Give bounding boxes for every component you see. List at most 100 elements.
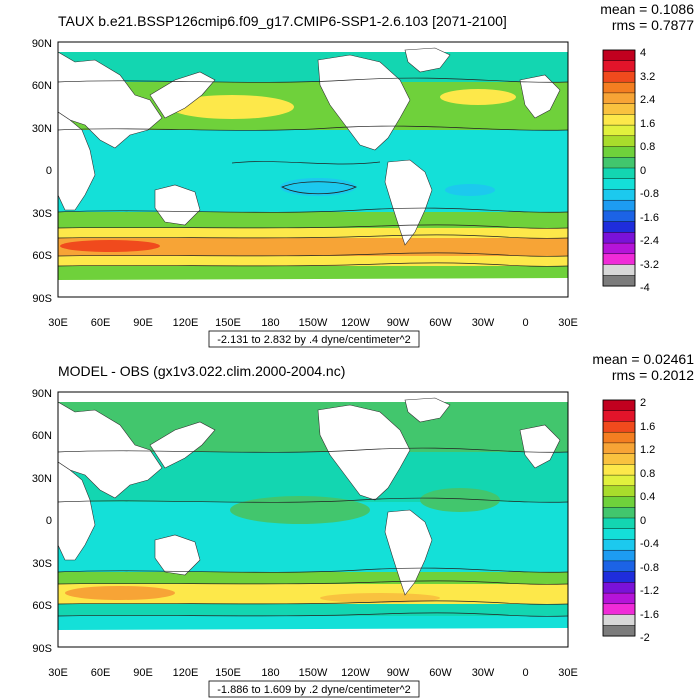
lon-label: 150E bbox=[215, 317, 241, 329]
colorbar-swatch bbox=[602, 539, 636, 551]
colorbar-swatch bbox=[602, 431, 636, 444]
latitude-axis: 90N 60N 30N 0 30S 60S 90S bbox=[32, 388, 52, 655]
ocean-band-southern-ocean bbox=[58, 584, 568, 604]
colorbar-swatch bbox=[602, 464, 636, 476]
map-panel-top: TAUX b.e21.BSSP126cmip6.f09_g17.CMIP6-SS… bbox=[32, 1, 694, 348]
colorbar-label: 2 bbox=[640, 397, 646, 409]
lat-label: 60N bbox=[32, 430, 52, 442]
colorbar-swatch bbox=[602, 146, 636, 158]
colorbar-label: -0.8 bbox=[640, 562, 659, 574]
colorbar-swatch bbox=[602, 92, 636, 105]
lat-label: 90S bbox=[32, 643, 52, 655]
land-masses bbox=[58, 42, 568, 297]
colorbar-label: -1.2 bbox=[640, 585, 659, 597]
lon-label: 60E bbox=[91, 317, 111, 329]
colorbar-swatch bbox=[602, 614, 636, 626]
colorbar-label: -0.4 bbox=[640, 538, 659, 550]
colorbar-swatch bbox=[602, 453, 636, 465]
ocean-band-south-westerlies bbox=[58, 238, 568, 256]
map-field bbox=[58, 42, 568, 297]
colorbar-swatch bbox=[602, 496, 636, 508]
colorbar-swatch bbox=[602, 253, 636, 266]
colorbar-labels: 4 3.2 2.4 1.6 0.8 0 -0.8 -1.6 -2.4 -3.2 … bbox=[640, 47, 659, 294]
colorbar-swatch bbox=[602, 264, 636, 276]
colorbar-swatch bbox=[602, 399, 636, 412]
land-masses bbox=[58, 392, 568, 647]
colorbar-label: 0.4 bbox=[640, 491, 655, 503]
colorbar-label: 0.8 bbox=[640, 468, 655, 480]
north-pacific-maximum bbox=[170, 95, 294, 119]
colorbar-label: -2.4 bbox=[640, 235, 659, 247]
north-atlantic-maximum bbox=[440, 89, 516, 105]
lat-label: 60S bbox=[32, 600, 52, 612]
contour-lines bbox=[58, 77, 568, 267]
lon-label: 60W bbox=[429, 317, 452, 329]
lat-label: 90N bbox=[32, 38, 52, 50]
colorbar-swatch bbox=[602, 442, 636, 455]
panel-title: MODEL - OBS (gx1v3.022.clim.2000-2004.nc… bbox=[58, 363, 345, 379]
colorbar-label: 0 bbox=[640, 165, 646, 177]
lon-label: 120E bbox=[173, 317, 199, 329]
colorbar-swatch bbox=[602, 549, 636, 562]
colorbar-swatch bbox=[602, 592, 636, 605]
colorbar-swatch bbox=[602, 167, 636, 180]
lon-label: 120W bbox=[341, 317, 370, 329]
south-pacific-trades-minimum bbox=[280, 178, 356, 196]
colorbar-swatch bbox=[602, 114, 636, 126]
colorbar-swatch bbox=[602, 517, 636, 530]
colorbar-swatch bbox=[602, 71, 636, 83]
colorbar-label: -4 bbox=[640, 282, 650, 294]
colorbar-label: 2.4 bbox=[640, 94, 655, 106]
colorbar-swatch bbox=[602, 124, 636, 137]
atlantic-positive-bias bbox=[420, 488, 500, 512]
range-text: -2.131 to 2.832 by .4 dyne/centimeter^2 bbox=[217, 334, 411, 346]
colorbar bbox=[602, 49, 636, 287]
colorbar-swatch bbox=[602, 199, 636, 212]
colorbar-label: -1.6 bbox=[640, 212, 659, 224]
mean-text: mean = 0.02461 bbox=[592, 351, 694, 367]
panel-title: TAUX b.e21.BSSP126cmip6.f09_g17.CMIP6-SS… bbox=[58, 13, 507, 29]
colorbar-swatch bbox=[602, 49, 636, 62]
colorbar-swatch bbox=[602, 485, 636, 498]
colorbar-swatch bbox=[602, 178, 636, 190]
lon-label: 30E bbox=[558, 667, 578, 679]
lat-label: 30N bbox=[32, 473, 52, 485]
lat-label: 90N bbox=[32, 388, 52, 400]
colorbar-swatch bbox=[602, 507, 636, 519]
colorbar-swatch bbox=[602, 135, 636, 148]
rms-text: rms = 0.7877 bbox=[612, 17, 694, 33]
contour-lines bbox=[58, 447, 568, 617]
lon-label: 60E bbox=[91, 667, 111, 679]
pacific-positive-bias bbox=[230, 496, 370, 524]
rms-text: rms = 0.2012 bbox=[612, 367, 694, 383]
south-atlantic-trades-minimum bbox=[445, 184, 495, 196]
lon-label: 90W bbox=[387, 667, 410, 679]
colorbar-swatch bbox=[602, 60, 636, 72]
colorbar-label: -2 bbox=[640, 632, 650, 644]
panel-bottom: MODEL - OBS (gx1v3.022.clim.2000-2004.nc… bbox=[0, 350, 700, 700]
colorbar-swatch bbox=[602, 275, 636, 287]
lat-label: 30S bbox=[32, 208, 52, 220]
colorbar-label: -1.6 bbox=[640, 609, 659, 621]
panel-top: TAUX b.e21.BSSP126cmip6.f09_g17.CMIP6-SS… bbox=[32, 1, 694, 348]
lon-label: 90W bbox=[387, 317, 410, 329]
lon-label: 0 bbox=[522, 317, 528, 329]
map-panel-bottom: MODEL - OBS (gx1v3.022.clim.2000-2004.nc… bbox=[32, 351, 694, 698]
map-field bbox=[58, 392, 568, 647]
lon-label: 30E bbox=[48, 317, 68, 329]
lon-label: 180 bbox=[261, 317, 279, 329]
range-box bbox=[208, 330, 420, 348]
lon-label: 0 bbox=[522, 667, 528, 679]
colorbar-swatch bbox=[602, 242, 636, 255]
colorbar-label: 0.8 bbox=[640, 141, 655, 153]
ocean-band-south-outer bbox=[58, 256, 568, 266]
colorbar-label: -0.8 bbox=[640, 188, 659, 200]
colorbar-swatch bbox=[602, 189, 636, 201]
colorbar-swatch bbox=[602, 603, 636, 616]
lat-label: 30N bbox=[32, 123, 52, 135]
mean-text: mean = 0.1086 bbox=[600, 1, 694, 17]
ocean-band-trades bbox=[58, 130, 568, 212]
colorbar bbox=[602, 399, 636, 637]
colorbar-swatch bbox=[602, 210, 636, 223]
colorbar-swatch bbox=[602, 157, 636, 169]
